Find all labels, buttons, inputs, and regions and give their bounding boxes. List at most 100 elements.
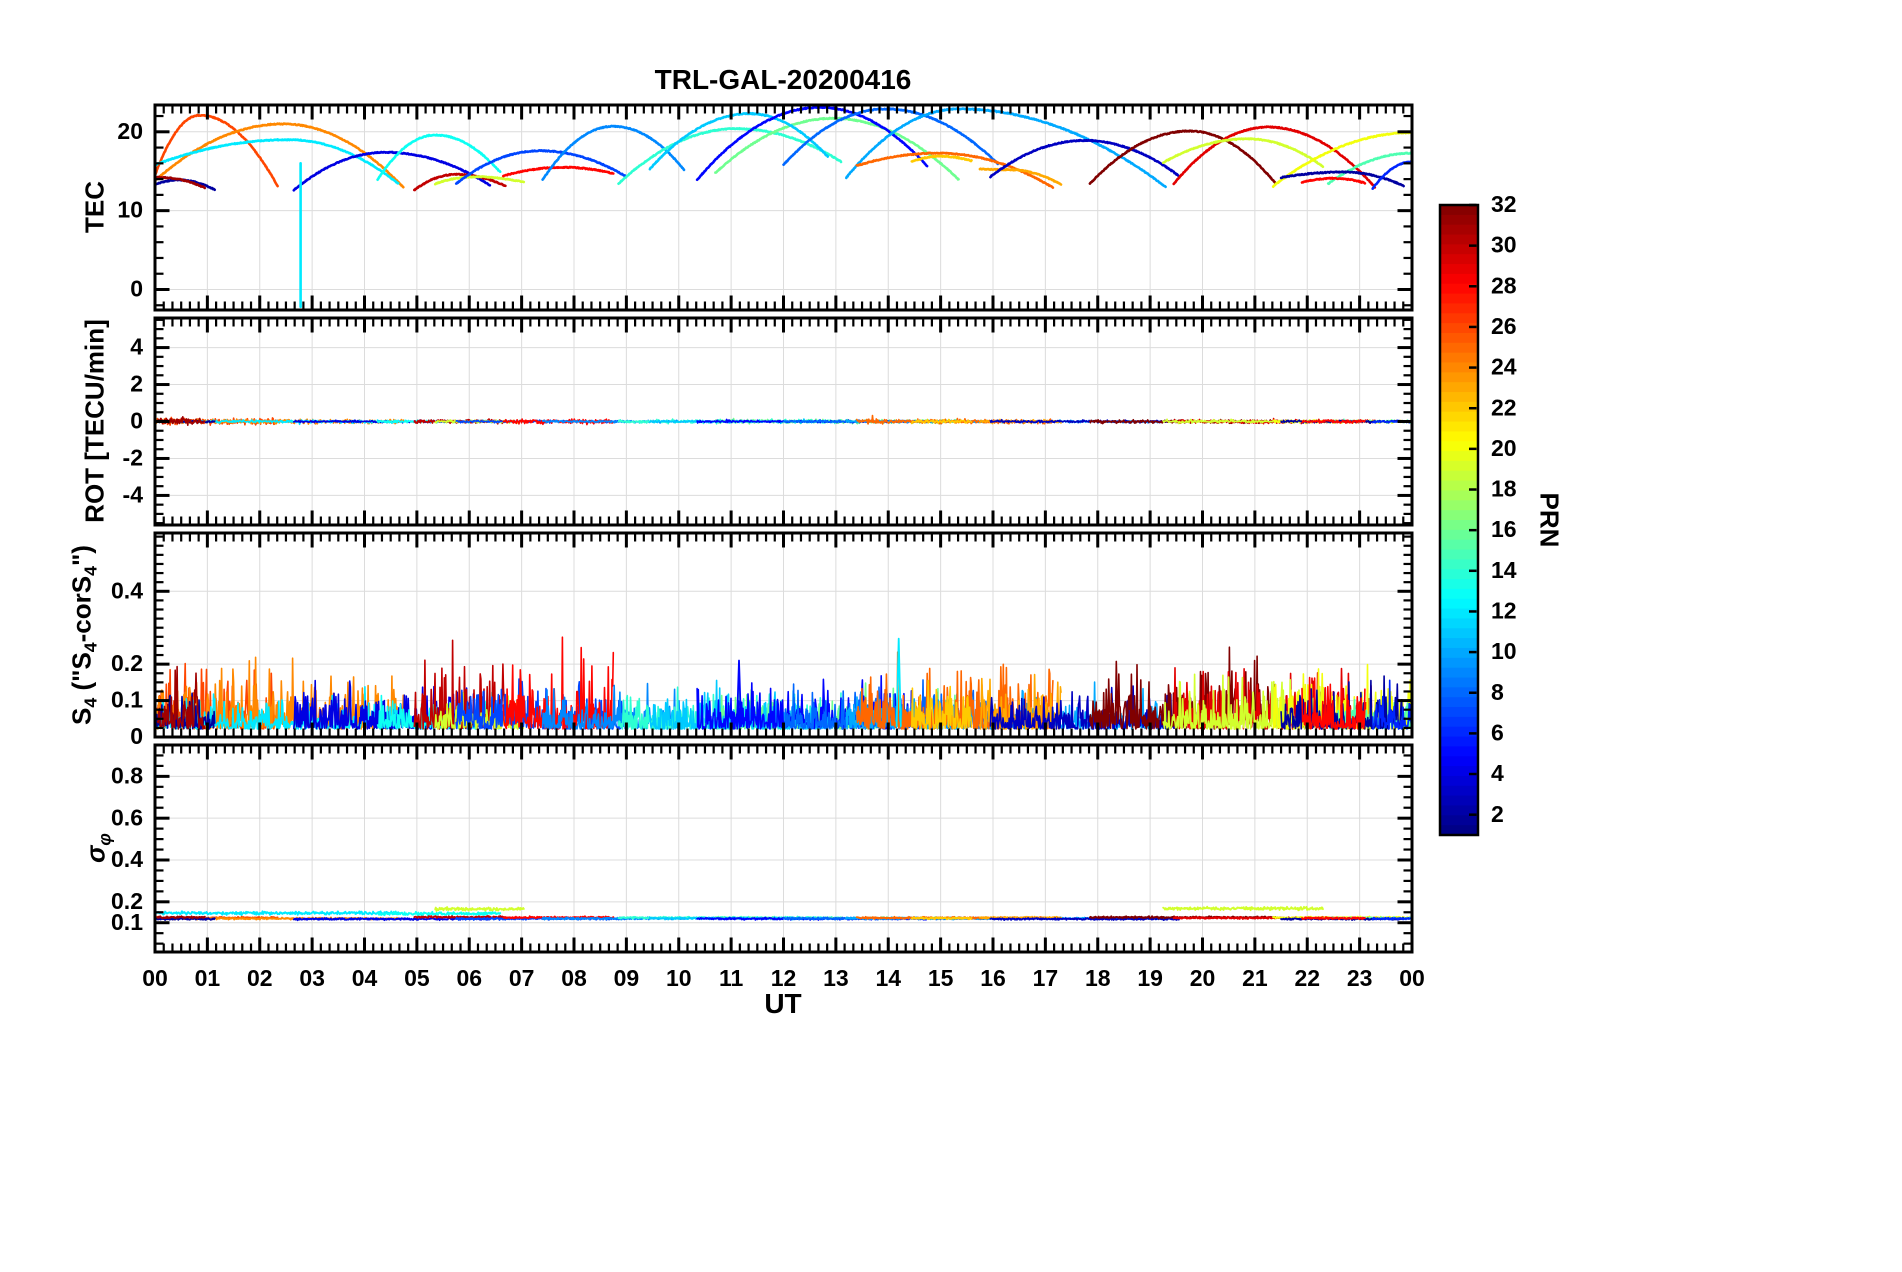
s4-spike-prn5 bbox=[736, 659, 742, 727]
tec-trace-prn16 bbox=[714, 116, 960, 181]
y-tick-labels: 0 0.1 0.2 0.4 bbox=[111, 577, 143, 749]
tec-trace-prn9 bbox=[541, 124, 686, 181]
tec-trace-prn19 bbox=[433, 175, 526, 186]
colorbar-tick-label: 18 bbox=[1491, 476, 1517, 502]
sigma-trace-prn19 bbox=[1162, 905, 1324, 912]
x-tick-label: 18 bbox=[1085, 965, 1111, 991]
traces-tec bbox=[156, 106, 1411, 309]
x-tick-label: 00 bbox=[1399, 965, 1425, 991]
s4-trace-prn2 bbox=[156, 692, 216, 730]
sigma-trace-prn28 bbox=[1301, 916, 1366, 921]
tick-marks bbox=[153, 534, 1414, 739]
y-tick-label: 20 bbox=[117, 118, 143, 144]
traces-rot bbox=[156, 414, 1411, 427]
x-tick-label: 20 bbox=[1190, 965, 1216, 991]
x-tick-label: 12 bbox=[771, 965, 797, 991]
traces-sigma_phi bbox=[156, 905, 1411, 922]
grid-lines bbox=[155, 105, 1412, 310]
x-tick-label: 16 bbox=[980, 965, 1006, 991]
tec-trace-prn5 bbox=[695, 106, 929, 182]
colorbar-tick-label: 2 bbox=[1491, 801, 1504, 827]
y-tick-labels: -4 -2 0 2 4 bbox=[123, 334, 144, 508]
s4-axis-label: S4 ("S4-corS4") bbox=[66, 545, 101, 725]
tec-trace-prn14 bbox=[617, 127, 843, 185]
y-tick-label: 10 bbox=[117, 197, 143, 223]
x-tick-label: 01 bbox=[195, 965, 221, 991]
tec-axis-label: TEC bbox=[79, 181, 110, 233]
axes-frame bbox=[153, 316, 1414, 527]
colorbar-tick-label: 26 bbox=[1491, 313, 1517, 339]
chart-title: TRL-GAL-20200416 bbox=[654, 64, 912, 95]
x-tick-label: 09 bbox=[614, 965, 640, 991]
panel-s4: 0 0.1 0.2 0.4 bbox=[111, 531, 1414, 749]
tec-trace-prn19 bbox=[1161, 137, 1325, 169]
x-tick-label: 10 bbox=[666, 965, 692, 991]
x-tick-label: 00 bbox=[142, 965, 168, 991]
y-tick-label: 0 bbox=[130, 276, 143, 302]
colorbar-label: PRN bbox=[1534, 492, 1565, 548]
y-tick-label: -2 bbox=[123, 445, 143, 471]
tec-trace-prn12 bbox=[156, 138, 400, 185]
colorbar-tick-label: 14 bbox=[1491, 557, 1517, 583]
x-tick-label: 23 bbox=[1347, 965, 1373, 991]
rot-axis-label: ROT [TECU/min] bbox=[79, 319, 110, 523]
tec-trace-prn28 bbox=[501, 165, 615, 178]
tec-trace-prn20 bbox=[1271, 131, 1411, 188]
grid-lines bbox=[155, 745, 1412, 952]
sigma-trace-prn3 bbox=[989, 916, 1180, 921]
colorbar-tick-label: 24 bbox=[1491, 354, 1517, 380]
colorbar-tick-label: 16 bbox=[1491, 516, 1517, 542]
x-tick-label: 02 bbox=[247, 965, 273, 991]
tec-trace-prn30 bbox=[412, 172, 507, 192]
x-tick-label: 17 bbox=[1033, 965, 1059, 991]
panel-sigma_phi: 0.10.2 0.4 0.6 0.8 00 01 02 03 04 05 06 07 08 09 10 11 1… bbox=[111, 743, 1425, 991]
y-tick-label: -4 bbox=[123, 482, 144, 508]
y-tick-label: 0.6 bbox=[111, 804, 143, 830]
sigma-trace-prn13 bbox=[376, 910, 502, 917]
tick-marks bbox=[153, 743, 1414, 951]
x-tick-label: 15 bbox=[928, 965, 954, 991]
x-tick-label: 14 bbox=[875, 965, 901, 991]
x-tick-labels: 00 01 02 03 04 05 06 07 08 09 10 11 12 13 14 15 16 17 18 19… bbox=[142, 965, 1425, 991]
tec-trace-prn32 bbox=[1088, 129, 1277, 185]
tec-trace-prn31 bbox=[156, 175, 207, 190]
x-tick-label: 04 bbox=[352, 965, 378, 991]
tec-trace-prn3 bbox=[989, 138, 1181, 179]
tec-trace-prn10 bbox=[844, 107, 1167, 189]
sigma-trace-prn12 bbox=[156, 910, 400, 916]
x-tick-label: 21 bbox=[1242, 965, 1268, 991]
x-tick-label: 06 bbox=[456, 965, 482, 991]
sigma-trace-prn30 bbox=[413, 915, 507, 919]
axes-frame bbox=[153, 103, 1414, 312]
colorbar-tick-label: 20 bbox=[1491, 435, 1517, 461]
colorbar-tick-label: 6 bbox=[1491, 719, 1504, 745]
colorbar-tick-label: 10 bbox=[1491, 638, 1517, 664]
tec-trace-prn24 bbox=[156, 122, 405, 189]
sigma-trace-prn19 bbox=[434, 906, 525, 912]
y-tick-label: 0 bbox=[130, 723, 143, 749]
x-tick-label: 22 bbox=[1294, 965, 1320, 991]
colorbar-tick-label: 4 bbox=[1491, 760, 1504, 786]
traces-s4 bbox=[156, 636, 1411, 730]
y-tick-labels: 0 10 20 bbox=[117, 118, 143, 302]
tec-trace-prn22 bbox=[910, 154, 973, 163]
panel-tec: 0 10 20 bbox=[117, 103, 1414, 312]
y-tick-label: 0.2 bbox=[111, 650, 143, 676]
tec-trace-prn13 bbox=[376, 133, 502, 181]
tec-trace-prn23 bbox=[978, 167, 1063, 186]
x-tick-label: 03 bbox=[299, 965, 325, 991]
s4-spike-prn12 bbox=[895, 637, 902, 727]
y-tick-label: 0.4 bbox=[111, 846, 143, 872]
tec-trace-prn6 bbox=[1371, 160, 1411, 190]
colorbar-tick-label: 22 bbox=[1491, 394, 1517, 420]
colorbar-tick-label: 8 bbox=[1491, 679, 1504, 705]
tec-trace-prn28 bbox=[1300, 176, 1367, 185]
s4-trace-prn31 bbox=[156, 665, 206, 730]
s4-trace-prn6 bbox=[1371, 679, 1411, 730]
tec-trace-prn4 bbox=[292, 150, 492, 192]
tec-trace-prn26 bbox=[156, 113, 279, 188]
y-tick-label: 0.4 bbox=[111, 577, 143, 603]
sigma-trace-prn31 bbox=[156, 915, 206, 920]
